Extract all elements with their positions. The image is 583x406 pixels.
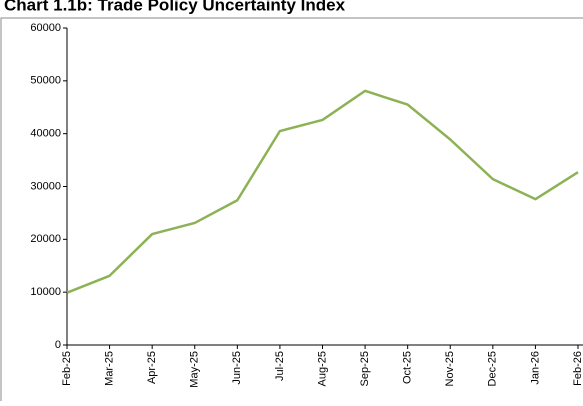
x-tick-label: Dec-25	[487, 351, 499, 386]
data-line	[66, 89, 579, 294]
y-tick-label: 40000	[30, 128, 61, 140]
y-tick-label: 0	[55, 339, 61, 351]
x-tick-label: May-25	[189, 351, 201, 388]
y-tick-label: 30000	[30, 180, 61, 192]
x-tick-label: Mar-25	[103, 351, 115, 386]
chart-title: Chart 1.1b: Trade Policy Uncertainty Ind…	[4, 0, 346, 14]
y-tick-label: 50000	[30, 75, 61, 87]
x-tick-label: Nov-25	[444, 351, 456, 386]
chart-frame	[0, 17, 583, 406]
x-tick-label: Oct-25	[402, 351, 414, 384]
x-tick-label: Jul-25	[274, 351, 286, 381]
x-tick-label: Aug-25	[316, 351, 328, 386]
x-tick-label: Jan-26	[529, 351, 541, 385]
x-tick-label: Sep-25	[359, 351, 371, 386]
y-tick-label: 60000	[30, 22, 61, 34]
x-tick-label: Feb-25	[61, 351, 73, 386]
x-tick-label: Feb-26	[572, 351, 583, 386]
y-tick-label: 20000	[30, 233, 61, 245]
x-tick-label: Jun-25	[231, 351, 243, 385]
x-tick-label: Apr-25	[146, 351, 158, 384]
y-tick-label: 10000	[30, 286, 61, 298]
